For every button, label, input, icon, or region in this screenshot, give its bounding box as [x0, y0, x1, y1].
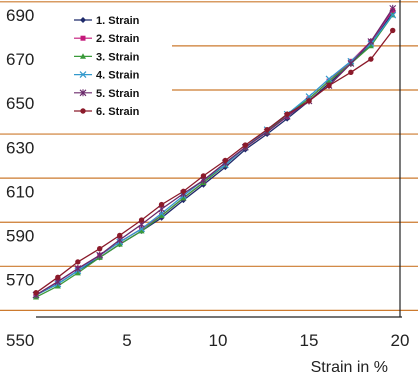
y-tick-label-0: 570 [6, 271, 34, 290]
series-6-point-16 [368, 56, 374, 62]
legend-label-4: 4. Strain [96, 70, 140, 82]
series-3-point-14 [326, 77, 333, 84]
series-6-point-0 [33, 290, 39, 296]
series-5-point-3 [96, 251, 104, 259]
series-6-point-9 [222, 157, 228, 164]
series-6 [33, 27, 396, 296]
origin-tick-label: 550 [6, 331, 34, 350]
y-tick-label-3: 630 [6, 138, 34, 157]
legend-background [70, 10, 170, 128]
series-group [32, 4, 397, 300]
legend-marker-2 [80, 35, 86, 41]
series-5-point-15 [347, 60, 355, 68]
series-6-point-3 [97, 245, 103, 252]
series-3-point-2 [74, 269, 81, 276]
legend-marker-3 [80, 53, 86, 59]
series-6-point-11 [264, 126, 270, 133]
series-6-point-15 [348, 69, 354, 76]
series-6-point-4 [117, 232, 123, 239]
series-3-point-4 [116, 241, 123, 247]
y-tick-label-5: 670 [6, 50, 34, 69]
legend-marker-4 [79, 71, 87, 79]
series-5-point-16 [367, 37, 375, 45]
series-6-point-8 [200, 173, 207, 179]
series-6-point-14 [326, 82, 332, 89]
series-6-point-13 [306, 98, 312, 104]
series-3-line [35, 14, 394, 298]
series-3-point-5 [138, 227, 145, 234]
series-6-point-5 [138, 217, 145, 223]
legend-label-2: 2. Strain [96, 33, 140, 45]
series-6-point-2 [75, 259, 81, 265]
x-tick-label-0: 5 [122, 331, 131, 350]
tick-labels: 570 590 610 630 650 670 690 550 5 10 15 20 [6, 6, 409, 350]
series-6-line [35, 30, 394, 294]
legend-marker-5 [79, 89, 87, 97]
series-6-point-6 [158, 201, 165, 208]
legend-marker-1 [80, 17, 86, 23]
y-tick-label-1: 590 [6, 226, 34, 245]
x-axis-label: Strain in % [311, 359, 388, 376]
series-3-point-1 [54, 282, 61, 289]
legend-marker-6 [80, 108, 86, 114]
y-tick-label-4: 650 [6, 94, 34, 113]
x-tick-label-2: 15 [300, 331, 319, 350]
series-6-point-7 [180, 188, 187, 195]
series-6-point-1 [55, 274, 61, 281]
y-tick-label-2: 610 [6, 182, 34, 201]
series-3-point-16 [367, 42, 374, 49]
x-tick-label-3: 20 [391, 331, 410, 350]
gridlines [0, 1, 418, 311]
series-5-line [35, 8, 394, 296]
series-3-point-7 [180, 194, 187, 201]
series-6-point-17 [390, 27, 396, 34]
series-4-point-14 [325, 75, 333, 83]
legend-label-1: 1. Strain [96, 15, 140, 27]
series-5-point-17 [389, 4, 397, 12]
legend-label-3: 3. Strain [96, 51, 140, 63]
legend: 1. Strain 2. Strain 3. Strain 4. Strain 5. S… [70, 10, 170, 128]
series-4-point-17 [389, 11, 397, 19]
series-6-point-10 [242, 142, 248, 148]
series-3-point-6 [158, 212, 165, 219]
x-tick-label-1: 10 [209, 331, 228, 350]
series-6-point-12 [284, 111, 290, 117]
legend-label-6: 6. Strain [96, 106, 140, 118]
series-5-point-2 [74, 265, 82, 273]
y-tick-label-6: 690 [6, 6, 34, 25]
axes [36, 0, 402, 318]
legend-label-5: 5. Strain [96, 88, 140, 100]
